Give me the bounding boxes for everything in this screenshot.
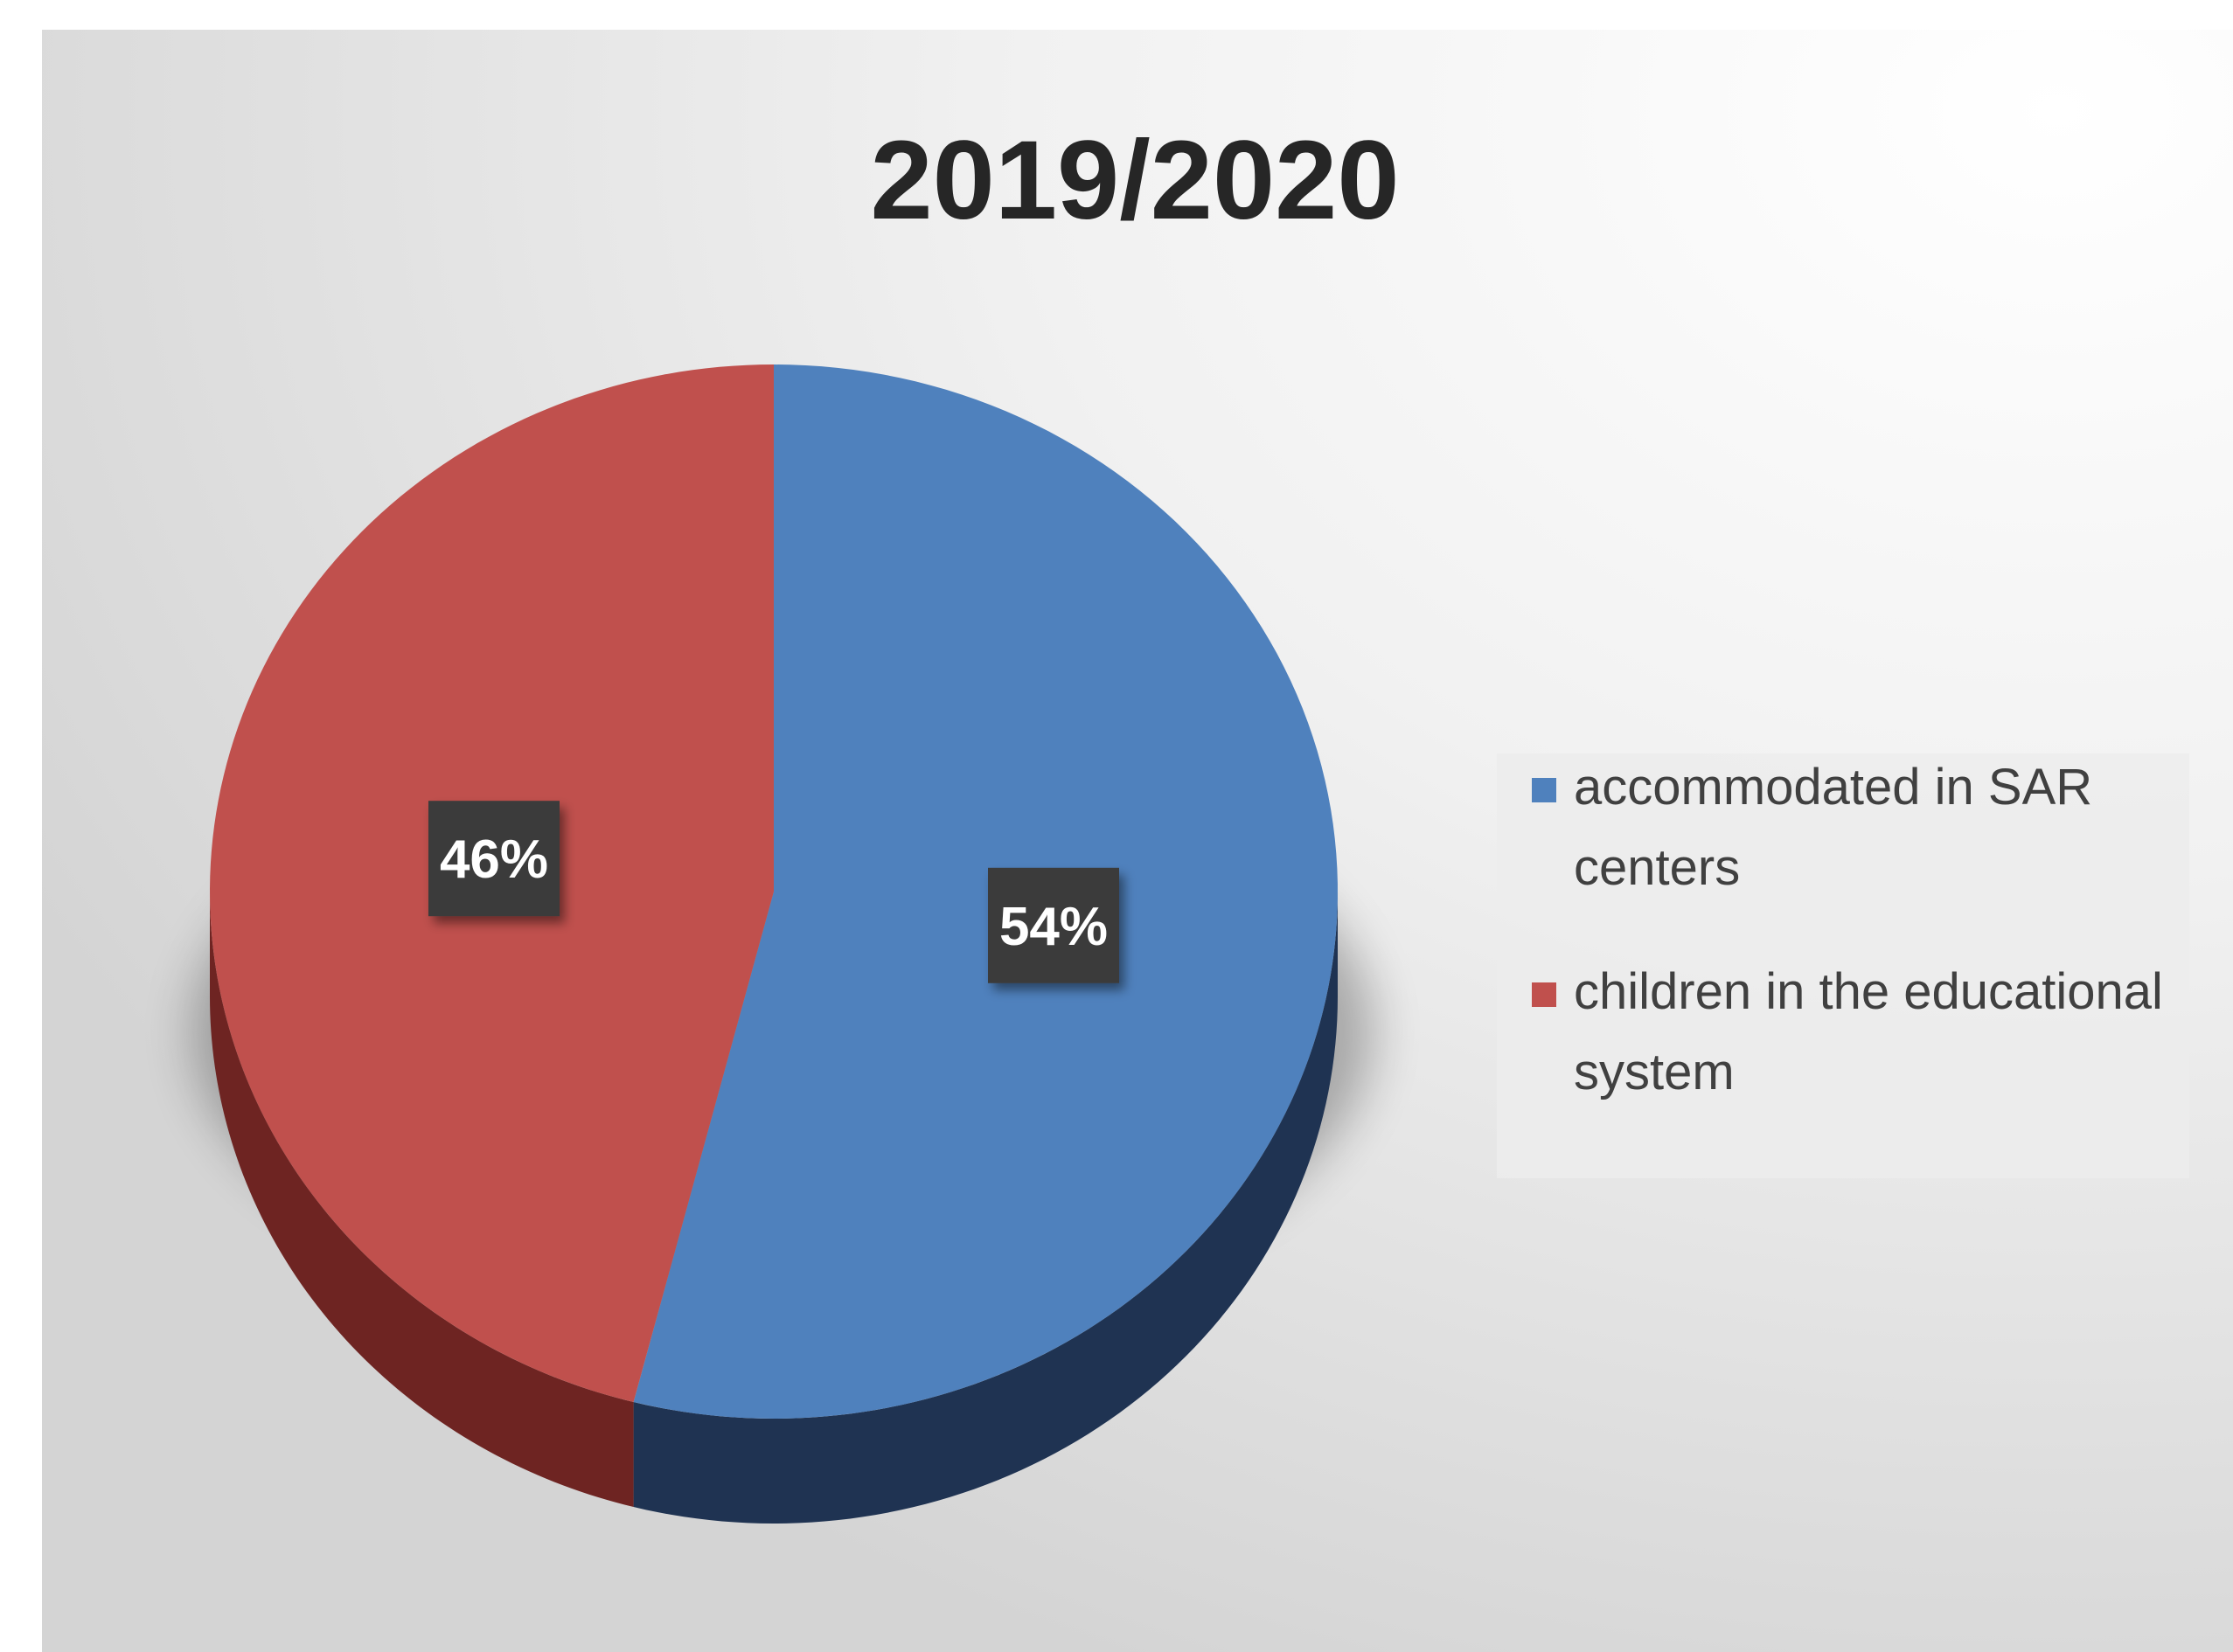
pie-slice-1 [633, 364, 1338, 1419]
legend-swatch-2 [1532, 982, 1556, 1007]
data-label-1: 54% [999, 897, 1108, 957]
data-label-box-2 [428, 801, 560, 917]
legend-label-1-line-1: accommodated in SAR [1574, 759, 2092, 816]
pie-slice-side-1 [633, 892, 1338, 1524]
legend-box [1497, 753, 2189, 1178]
data-label-box-1 [988, 867, 1119, 983]
legend-label-2-line-2: system [1574, 1044, 1735, 1100]
pie-slice-side-2 [210, 892, 634, 1508]
chart-title: 2019/2020 [870, 118, 1399, 243]
legend: accommodated in SAR centers children in th… [1497, 753, 2189, 1178]
legend-label-2-line-1: children in the educational [1574, 963, 2163, 1020]
legend-swatch-1 [1532, 778, 1556, 802]
legend-label-1-line-2: centers [1574, 839, 1740, 896]
data-label-2: 46% [440, 829, 548, 890]
